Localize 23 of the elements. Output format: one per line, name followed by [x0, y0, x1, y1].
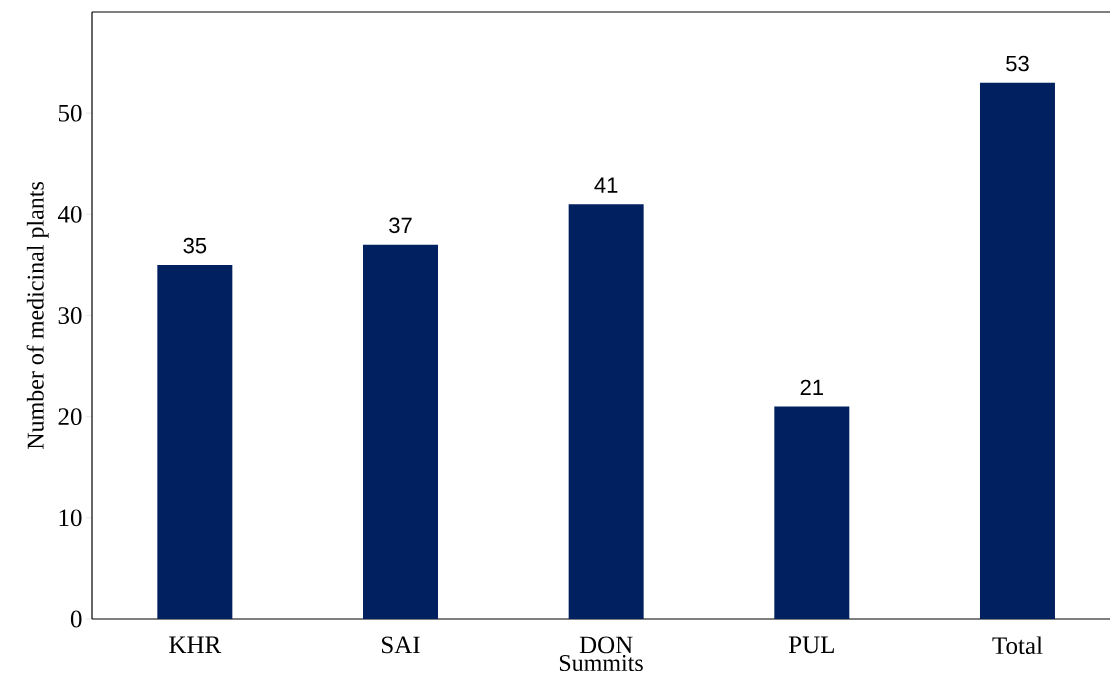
y-axis-title: Number of medicinal plants [26, 182, 49, 450]
data-label: 41 [594, 177, 618, 193]
bar [979, 82, 1055, 619]
y-tick-label: 10 [59, 509, 82, 527]
bar [568, 204, 644, 619]
x-tick-label: KHR [169, 636, 222, 653]
x-axis-title: Summits [559, 654, 643, 672]
data-label: 21 [800, 379, 823, 395]
y-tick-label: 0 [70, 610, 82, 628]
bar [774, 406, 850, 619]
data-label: 53 [1006, 55, 1029, 72]
x-tick-label: PUL [788, 636, 834, 654]
bar [363, 244, 438, 619]
y-tick-label: 20 [58, 408, 82, 426]
x-tick-label: Total [992, 636, 1043, 655]
bar [157, 264, 233, 619]
x-tick-label: DON [579, 636, 633, 654]
y-tick-label: 40 [57, 205, 82, 223]
data-label: 37 [389, 217, 412, 234]
x-tick-label: SAI [382, 636, 420, 654]
y-tick-label: 30 [58, 307, 82, 324]
data-label: 35 [183, 237, 207, 254]
y-tick-label: 50 [58, 104, 82, 122]
